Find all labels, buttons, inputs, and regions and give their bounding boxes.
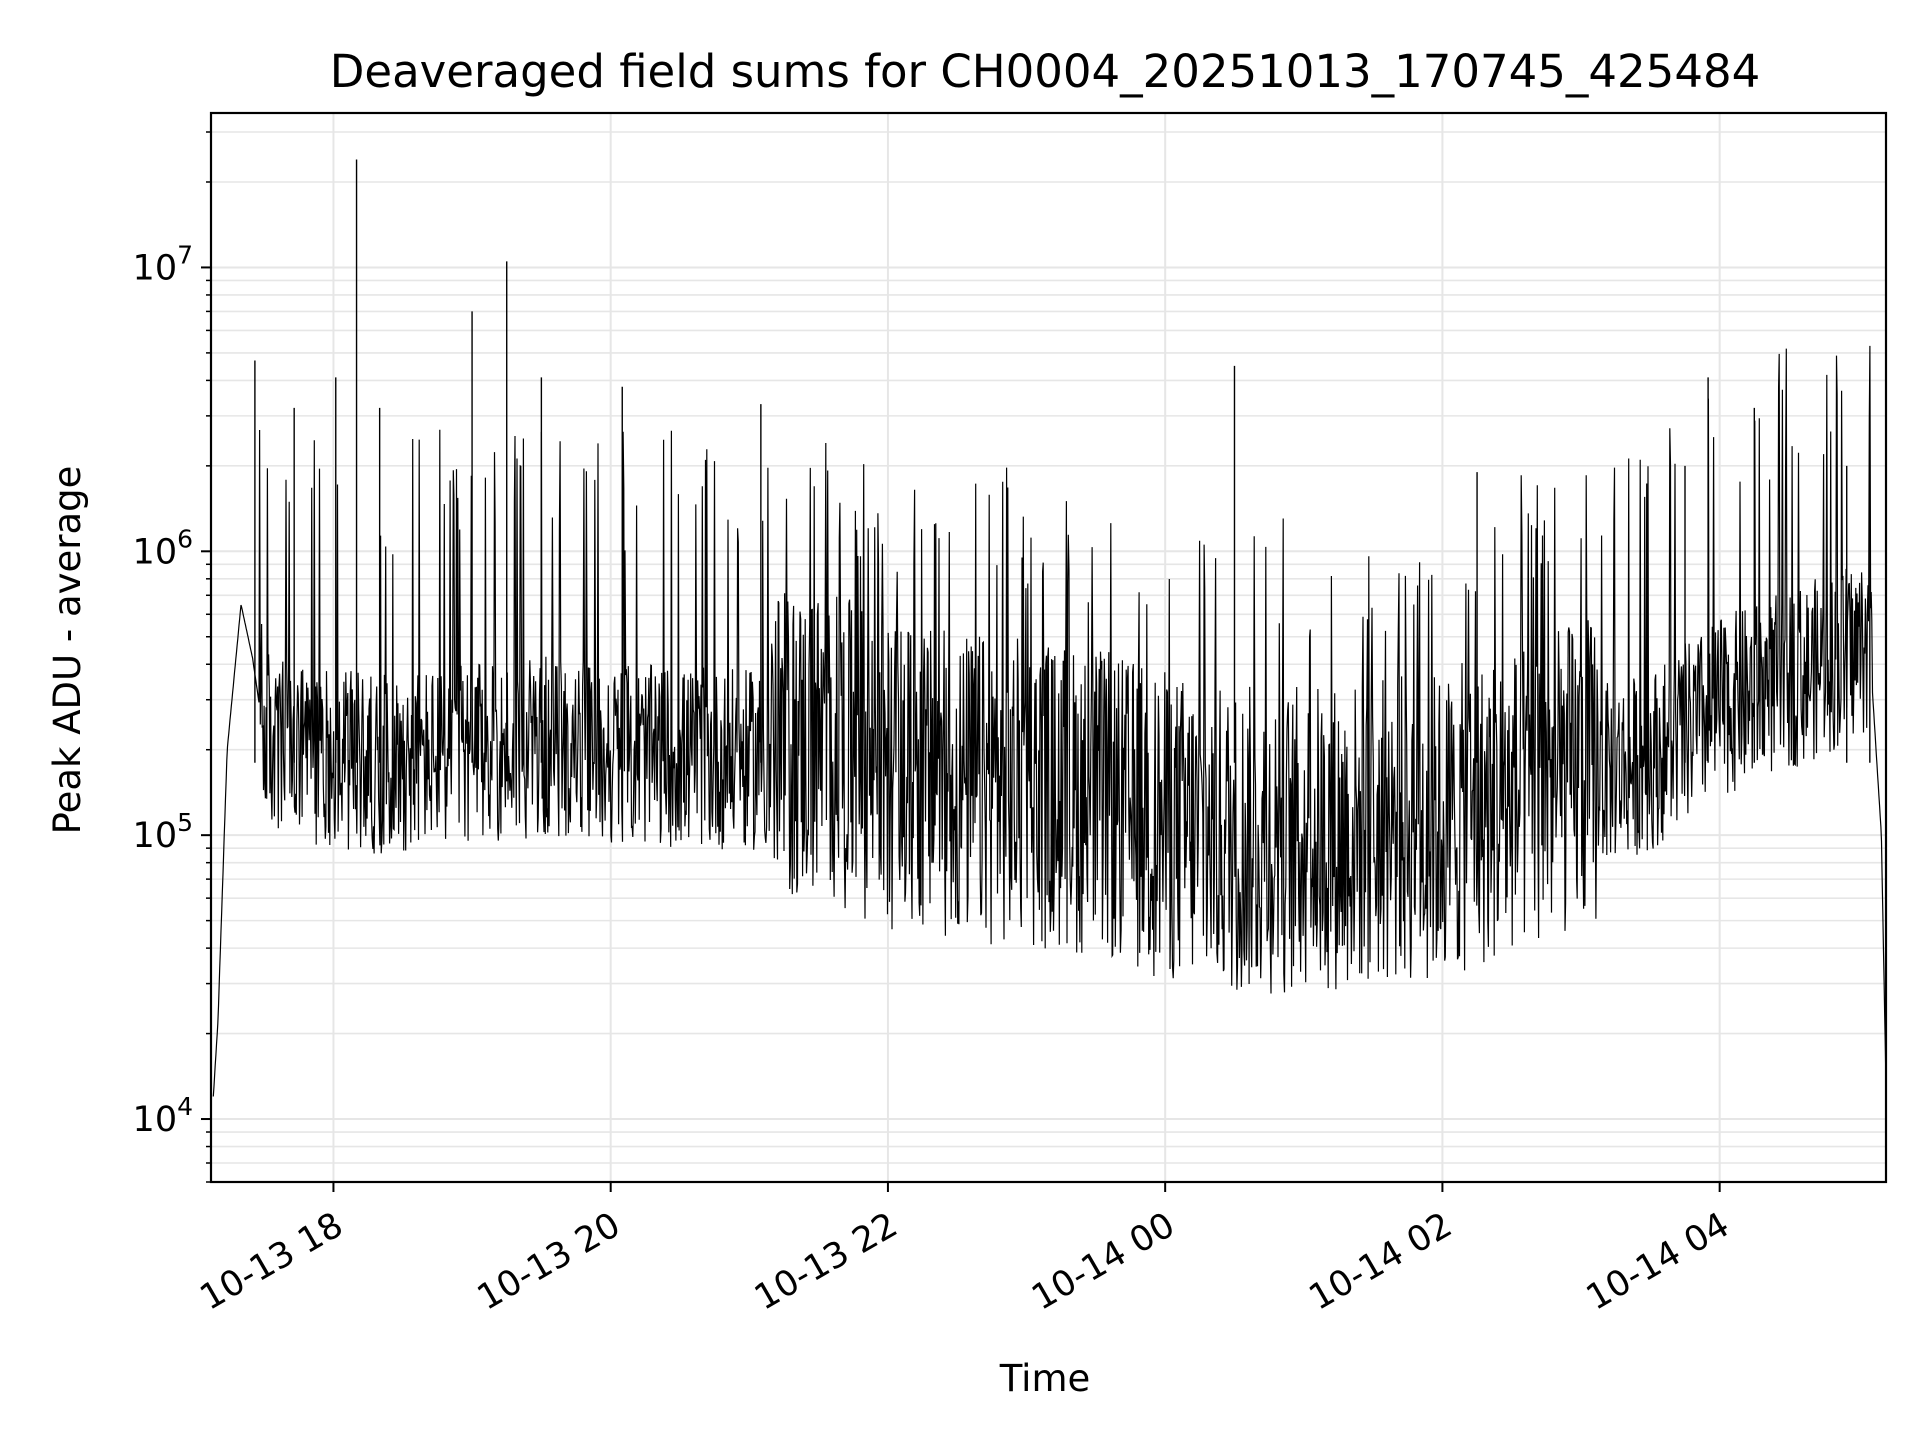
plot-frame (209, 111, 1888, 1184)
y-tick-label: 104 (133, 1092, 193, 1140)
y-tick-label: 105 (133, 808, 193, 856)
x-axis-label: Time (999, 1357, 1091, 1400)
chart-title: Deaveraged field sums for CH0004_2025101… (330, 45, 1760, 98)
y-axis-label: Peak ADU - average (46, 466, 89, 835)
y-tick-label: 106 (133, 524, 193, 572)
series-line (212, 345, 1887, 1097)
y-tick-label: 107 (133, 240, 193, 288)
plot-area (212, 159, 1887, 1097)
